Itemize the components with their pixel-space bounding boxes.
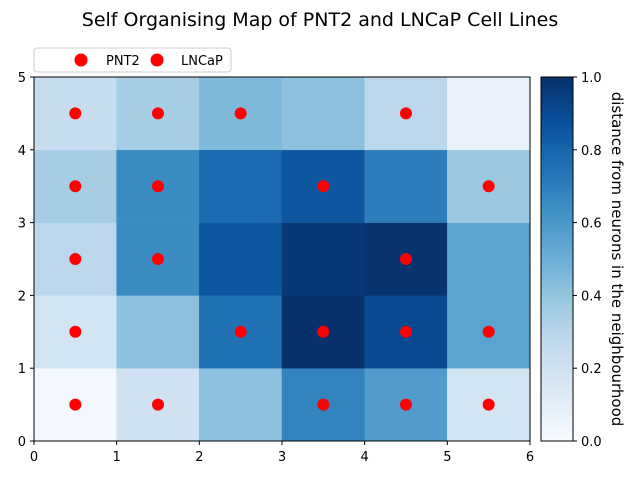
legend-marker-lncap [150, 53, 164, 67]
colorbar-gradient [540, 76, 574, 442]
x-axis: 0 1 2 3 4 5 6 [30, 441, 534, 465]
legend-label-lncap: LNCaP [181, 54, 223, 69]
heatmap-cell [364, 149, 448, 223]
heatmap-cell [447, 76, 531, 151]
x-tick-label: 1 [113, 450, 121, 465]
y-tick-label: 0 [18, 435, 26, 450]
colorbar-label: distance from neurons in the neighbourho… [608, 92, 626, 427]
data-marker [234, 325, 247, 338]
heatmap-cells [33, 76, 531, 442]
heatmap-cell [199, 222, 283, 296]
data-marker [69, 253, 82, 265]
colorbar: 0.0 0.2 0.4 0.6 0.8 1.0 distance from neurons… [540, 71, 626, 450]
heatmap-cell [199, 149, 283, 223]
data-markers [69, 107, 495, 411]
data-marker [317, 180, 330, 193]
colorbar-ticks: 0.0 0.2 0.4 0.6 0.8 1.0 [573, 71, 602, 450]
data-marker [152, 107, 164, 120]
data-marker [69, 107, 82, 120]
data-marker [152, 398, 164, 411]
data-marker [400, 325, 412, 338]
y-tick-label: 1 [18, 362, 26, 377]
colorbar-tick-label: 0.4 [581, 289, 602, 304]
heatmap-cell [116, 295, 200, 369]
colorbar-tick-label: 0.8 [581, 144, 602, 159]
colorbar-tick-label: 1.0 [581, 71, 602, 86]
data-marker [400, 253, 412, 265]
data-marker [69, 398, 82, 411]
legend: PNT2 LNCaP [33, 47, 232, 73]
data-marker [482, 180, 495, 193]
y-axis: 0 1 2 3 4 5 [18, 71, 34, 450]
data-marker [152, 180, 164, 193]
colorbar-tick-label: 0.2 [581, 362, 602, 377]
chart-title: Self Organising Map of PNT2 and LNCaP Ce… [82, 9, 558, 31]
y-tick-label: 5 [18, 71, 26, 86]
heatmap-cell [281, 76, 365, 151]
data-marker [69, 325, 82, 338]
data-marker [152, 253, 164, 265]
colorbar-tick-label: 0.0 [581, 435, 602, 450]
data-marker [317, 325, 330, 338]
x-tick-label: 5 [443, 450, 451, 465]
data-marker [400, 107, 412, 120]
colorbar-tick-label: 0.6 [581, 217, 602, 232]
y-tick-label: 3 [18, 217, 26, 232]
y-tick-label: 4 [18, 144, 26, 159]
data-marker [69, 180, 82, 193]
x-tick-label: 0 [30, 450, 38, 465]
data-marker [234, 107, 247, 120]
y-tick-label: 2 [18, 289, 26, 304]
data-marker [317, 398, 330, 411]
legend-label-pnt2: PNT2 [106, 54, 140, 69]
x-tick-label: 4 [361, 450, 369, 465]
data-marker [482, 398, 495, 411]
data-marker [400, 398, 412, 411]
data-marker [482, 325, 495, 338]
heatmap-cell [199, 367, 283, 442]
x-tick-label: 6 [526, 450, 534, 465]
legend-marker-pnt2 [74, 53, 88, 67]
x-tick-label: 3 [278, 450, 286, 465]
heatmap-cell [447, 222, 531, 296]
heatmap-cell [281, 222, 365, 296]
x-tick-label: 2 [195, 450, 203, 465]
